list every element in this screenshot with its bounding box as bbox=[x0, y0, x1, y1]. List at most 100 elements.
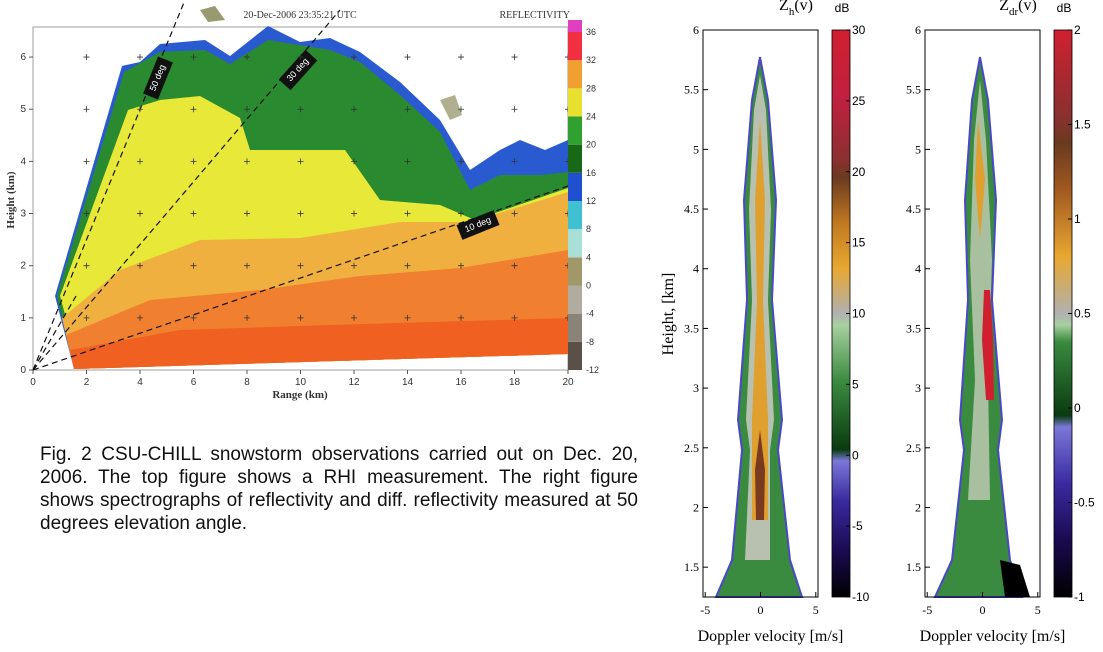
colorbar-segment bbox=[568, 257, 582, 286]
grid-cross bbox=[297, 262, 304, 269]
y-tick-label: 5.5 bbox=[906, 83, 921, 97]
colorbar-label: 20 bbox=[586, 140, 596, 150]
y-tick-label: 1 bbox=[20, 313, 26, 324]
zh-image bbox=[714, 56, 804, 598]
colorbar-label: 25 bbox=[852, 94, 866, 108]
grid-cross bbox=[137, 262, 143, 269]
colorbar-label: 5 bbox=[852, 377, 859, 391]
title-main: Z bbox=[779, 0, 789, 14]
grid-cross bbox=[511, 262, 518, 269]
rhi-title: 20-Dec-2006 23:35:21 UTC bbox=[243, 10, 357, 21]
x-tick-label: 0 bbox=[758, 603, 764, 617]
y-tick-label: 6 bbox=[20, 52, 26, 63]
grid-cross bbox=[458, 106, 464, 113]
grid-cross bbox=[190, 314, 197, 321]
grid-cross bbox=[297, 314, 304, 321]
grid-cross bbox=[244, 158, 250, 165]
y-tick-label: 6 bbox=[693, 23, 699, 37]
grid-cross bbox=[351, 314, 357, 321]
grid-cross bbox=[404, 54, 411, 61]
caption: Fig. 2 CSU-CHILL snowstorm observations … bbox=[40, 444, 638, 534]
colorbar-label: 20 bbox=[852, 165, 866, 179]
grid-cross bbox=[83, 54, 90, 61]
x-tick-label: 20 bbox=[562, 377, 574, 388]
colorbar-label: 24 bbox=[586, 112, 596, 122]
colorbar-label: 16 bbox=[586, 168, 596, 178]
y-tick-label: 1.5 bbox=[684, 560, 699, 574]
colorbar-label: -0.5 bbox=[1074, 496, 1095, 510]
colorbar-segment bbox=[568, 201, 582, 230]
panel-title: Zdr(v) bbox=[999, 0, 1037, 18]
grid-cross bbox=[83, 262, 90, 269]
title-main: Z bbox=[999, 0, 1009, 14]
grid-cross bbox=[404, 158, 411, 165]
colorbar-label: 28 bbox=[586, 83, 596, 93]
grid-cross bbox=[297, 54, 304, 61]
colorbar-segment bbox=[568, 313, 582, 342]
title-tail: (v) bbox=[794, 0, 813, 14]
colorbar-segment bbox=[568, 60, 582, 89]
grid-cross bbox=[297, 106, 304, 113]
colorbar-label: 8 bbox=[586, 224, 591, 234]
x-tick-label: 0 bbox=[980, 603, 986, 617]
colorbar-label: 15 bbox=[852, 236, 866, 250]
grid-cross bbox=[511, 106, 518, 113]
title-tail: (v) bbox=[1018, 0, 1037, 14]
y-tick-label: 5 bbox=[693, 142, 699, 156]
x-tick-label: 16 bbox=[455, 377, 467, 388]
colorbar-label: -10 bbox=[852, 590, 870, 604]
colorbar-segment bbox=[568, 88, 582, 117]
grid-cross bbox=[244, 314, 250, 321]
colorbar-unit: dB bbox=[1057, 1, 1072, 15]
grid-cross bbox=[190, 262, 197, 269]
y-tick-label: 2 bbox=[915, 500, 921, 514]
grid-cross bbox=[244, 54, 250, 61]
x-axis-label: Range (km) bbox=[272, 389, 328, 401]
rhi-image bbox=[32, 0, 569, 371]
grid-cross bbox=[511, 314, 518, 321]
y-axis-label: Height (km) bbox=[5, 171, 17, 228]
grid-cross bbox=[404, 106, 411, 113]
grid-cross bbox=[404, 314, 411, 321]
x-tick-label: 5 bbox=[1035, 603, 1041, 617]
grid-cross bbox=[137, 210, 143, 217]
grid-cross bbox=[137, 314, 143, 321]
colorbar-label: 32 bbox=[586, 55, 596, 65]
grid-cross bbox=[83, 106, 90, 113]
x-axis-label: Doppler velocity [m/s] bbox=[698, 628, 844, 645]
y-tick-label: 5.5 bbox=[684, 83, 699, 97]
x-tick-label: 14 bbox=[402, 377, 414, 388]
y-tick-label: 0 bbox=[20, 365, 26, 376]
x-tick-label: 5 bbox=[813, 603, 819, 617]
grid-cross bbox=[297, 158, 304, 165]
grid-cross bbox=[351, 158, 357, 165]
colorbar-label: 10 bbox=[852, 307, 866, 321]
x-tick-label: 12 bbox=[348, 377, 360, 388]
grid-cross bbox=[458, 262, 464, 269]
grid-cross bbox=[511, 54, 518, 61]
x-tick-label: 6 bbox=[191, 377, 197, 388]
x-tick-label: -5 bbox=[922, 603, 932, 617]
colorbar-segment bbox=[568, 144, 582, 173]
rhi-label: REFLECTIVITY bbox=[499, 10, 570, 21]
colorbar-label: -12 bbox=[586, 365, 599, 375]
y-tick-label: 1.5 bbox=[906, 560, 921, 574]
y-tick-label: 4 bbox=[915, 262, 921, 276]
grid-cross bbox=[137, 106, 143, 113]
title-sub: dr bbox=[1009, 6, 1019, 18]
x-tick-label: 8 bbox=[244, 377, 250, 388]
y-tick-label: 2.5 bbox=[684, 441, 699, 455]
y-tick-label: 2 bbox=[693, 500, 699, 514]
grid-cross bbox=[458, 210, 464, 217]
x-axis-label: Doppler velocity [m/s] bbox=[920, 628, 1066, 645]
grid-cross bbox=[511, 158, 518, 165]
grid-cross bbox=[458, 314, 464, 321]
colorbar-label: -5 bbox=[852, 519, 863, 533]
colorbar-label: -1 bbox=[1074, 590, 1085, 604]
y-tick-label: 4 bbox=[20, 156, 26, 167]
x-tick-label: 2 bbox=[84, 377, 90, 388]
colorbar-top bbox=[568, 20, 582, 32]
colorbar-label: 0 bbox=[1074, 401, 1081, 415]
